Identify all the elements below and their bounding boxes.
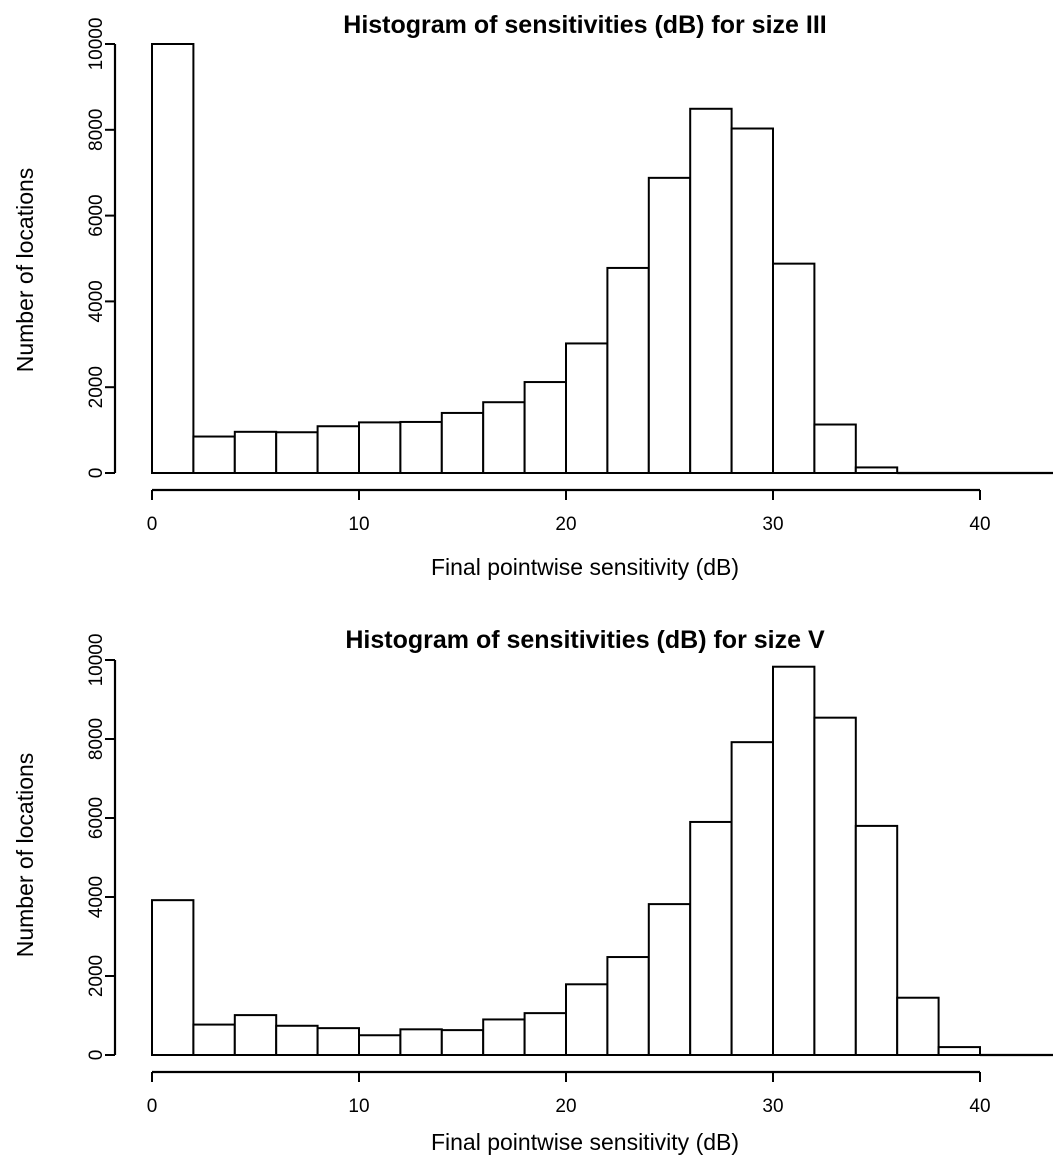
bar bbox=[772, 665, 816, 1057]
y-tick-label: 10000 bbox=[86, 18, 107, 71]
bar bbox=[482, 401, 526, 474]
bar bbox=[151, 43, 195, 474]
y-axis: 0 2000 4000 6000 8000 10000 bbox=[86, 634, 117, 1061]
y-tick-label: 8000 bbox=[86, 109, 107, 151]
bar bbox=[275, 431, 319, 474]
x-tick-label: 40 bbox=[969, 514, 990, 535]
bar bbox=[813, 716, 857, 1056]
chart-title: Histogram of sensitivities (dB) for size… bbox=[345, 626, 825, 654]
bar bbox=[316, 425, 361, 475]
bar bbox=[192, 1023, 236, 1056]
x-axis: 0 10 20 30 40 bbox=[147, 1070, 991, 1117]
bar bbox=[606, 266, 650, 474]
y-tick-label: 4000 bbox=[86, 876, 107, 918]
y-tick-label: 8000 bbox=[86, 718, 107, 760]
y-tick-label: 0 bbox=[86, 1050, 107, 1061]
bar bbox=[523, 1012, 567, 1057]
y-tick-label: 2000 bbox=[86, 955, 107, 997]
bar bbox=[689, 107, 733, 475]
bar bbox=[813, 423, 857, 475]
y-axis-label: Number of locations bbox=[12, 753, 38, 958]
bar bbox=[399, 420, 443, 475]
histogram-size-v: Histogram of sensitivities (dB) for size… bbox=[12, 626, 1053, 1155]
y-tick-label: 6000 bbox=[86, 194, 107, 236]
x-tick-label: 10 bbox=[348, 514, 369, 535]
x-axis: 0 10 20 30 40 bbox=[147, 488, 991, 535]
bar bbox=[730, 741, 774, 1056]
histogram-size-iii: Histogram of sensitivities (dB) for size… bbox=[12, 11, 1053, 580]
bar bbox=[358, 421, 402, 474]
bar bbox=[482, 1018, 526, 1057]
bar bbox=[440, 411, 485, 475]
y-tick-label: 10000 bbox=[86, 634, 107, 687]
bar bbox=[689, 820, 733, 1057]
bars bbox=[151, 43, 1053, 475]
y-tick-label: 0 bbox=[86, 468, 107, 479]
bar bbox=[192, 435, 236, 475]
y-tick-label: 6000 bbox=[86, 797, 107, 839]
bar bbox=[233, 430, 278, 475]
bar bbox=[854, 466, 899, 475]
x-tick-label: 0 bbox=[147, 1096, 158, 1117]
bars bbox=[151, 665, 1053, 1057]
bar bbox=[233, 1014, 278, 1056]
x-tick-label: 30 bbox=[762, 1096, 783, 1117]
y-axis: 0 2000 4000 6000 8000 10000 bbox=[86, 18, 117, 479]
y-tick-label: 4000 bbox=[86, 280, 107, 322]
bar bbox=[565, 983, 609, 1056]
bar bbox=[151, 899, 195, 1056]
y-axis-label: Number of locations bbox=[12, 168, 38, 373]
bar bbox=[275, 1024, 319, 1057]
bar bbox=[647, 903, 692, 1056]
bar bbox=[772, 262, 816, 475]
bar bbox=[316, 1027, 361, 1057]
y-tick-label: 2000 bbox=[86, 366, 107, 408]
bar bbox=[523, 381, 567, 474]
bar bbox=[854, 824, 899, 1057]
bar bbox=[399, 1028, 443, 1056]
x-tick-label: 30 bbox=[762, 514, 783, 535]
bar bbox=[358, 1034, 402, 1056]
bar bbox=[440, 1029, 485, 1056]
x-tick-label: 0 bbox=[147, 514, 158, 535]
x-tick-label: 10 bbox=[348, 1096, 369, 1117]
bar bbox=[647, 176, 692, 475]
x-tick-label: 40 bbox=[969, 1096, 990, 1117]
x-tick-label: 20 bbox=[555, 514, 576, 535]
bar bbox=[606, 956, 650, 1056]
x-axis-label: Final pointwise sensitivity (dB) bbox=[431, 1129, 739, 1155]
bar bbox=[730, 127, 774, 474]
x-axis-label: Final pointwise sensitivity (dB) bbox=[431, 554, 739, 580]
bar bbox=[565, 342, 609, 474]
bar bbox=[896, 996, 940, 1056]
x-tick-label: 20 bbox=[555, 1096, 576, 1117]
chart-title: Histogram of sensitivities (dB) for size… bbox=[343, 11, 826, 39]
bar bbox=[937, 1046, 981, 1056]
